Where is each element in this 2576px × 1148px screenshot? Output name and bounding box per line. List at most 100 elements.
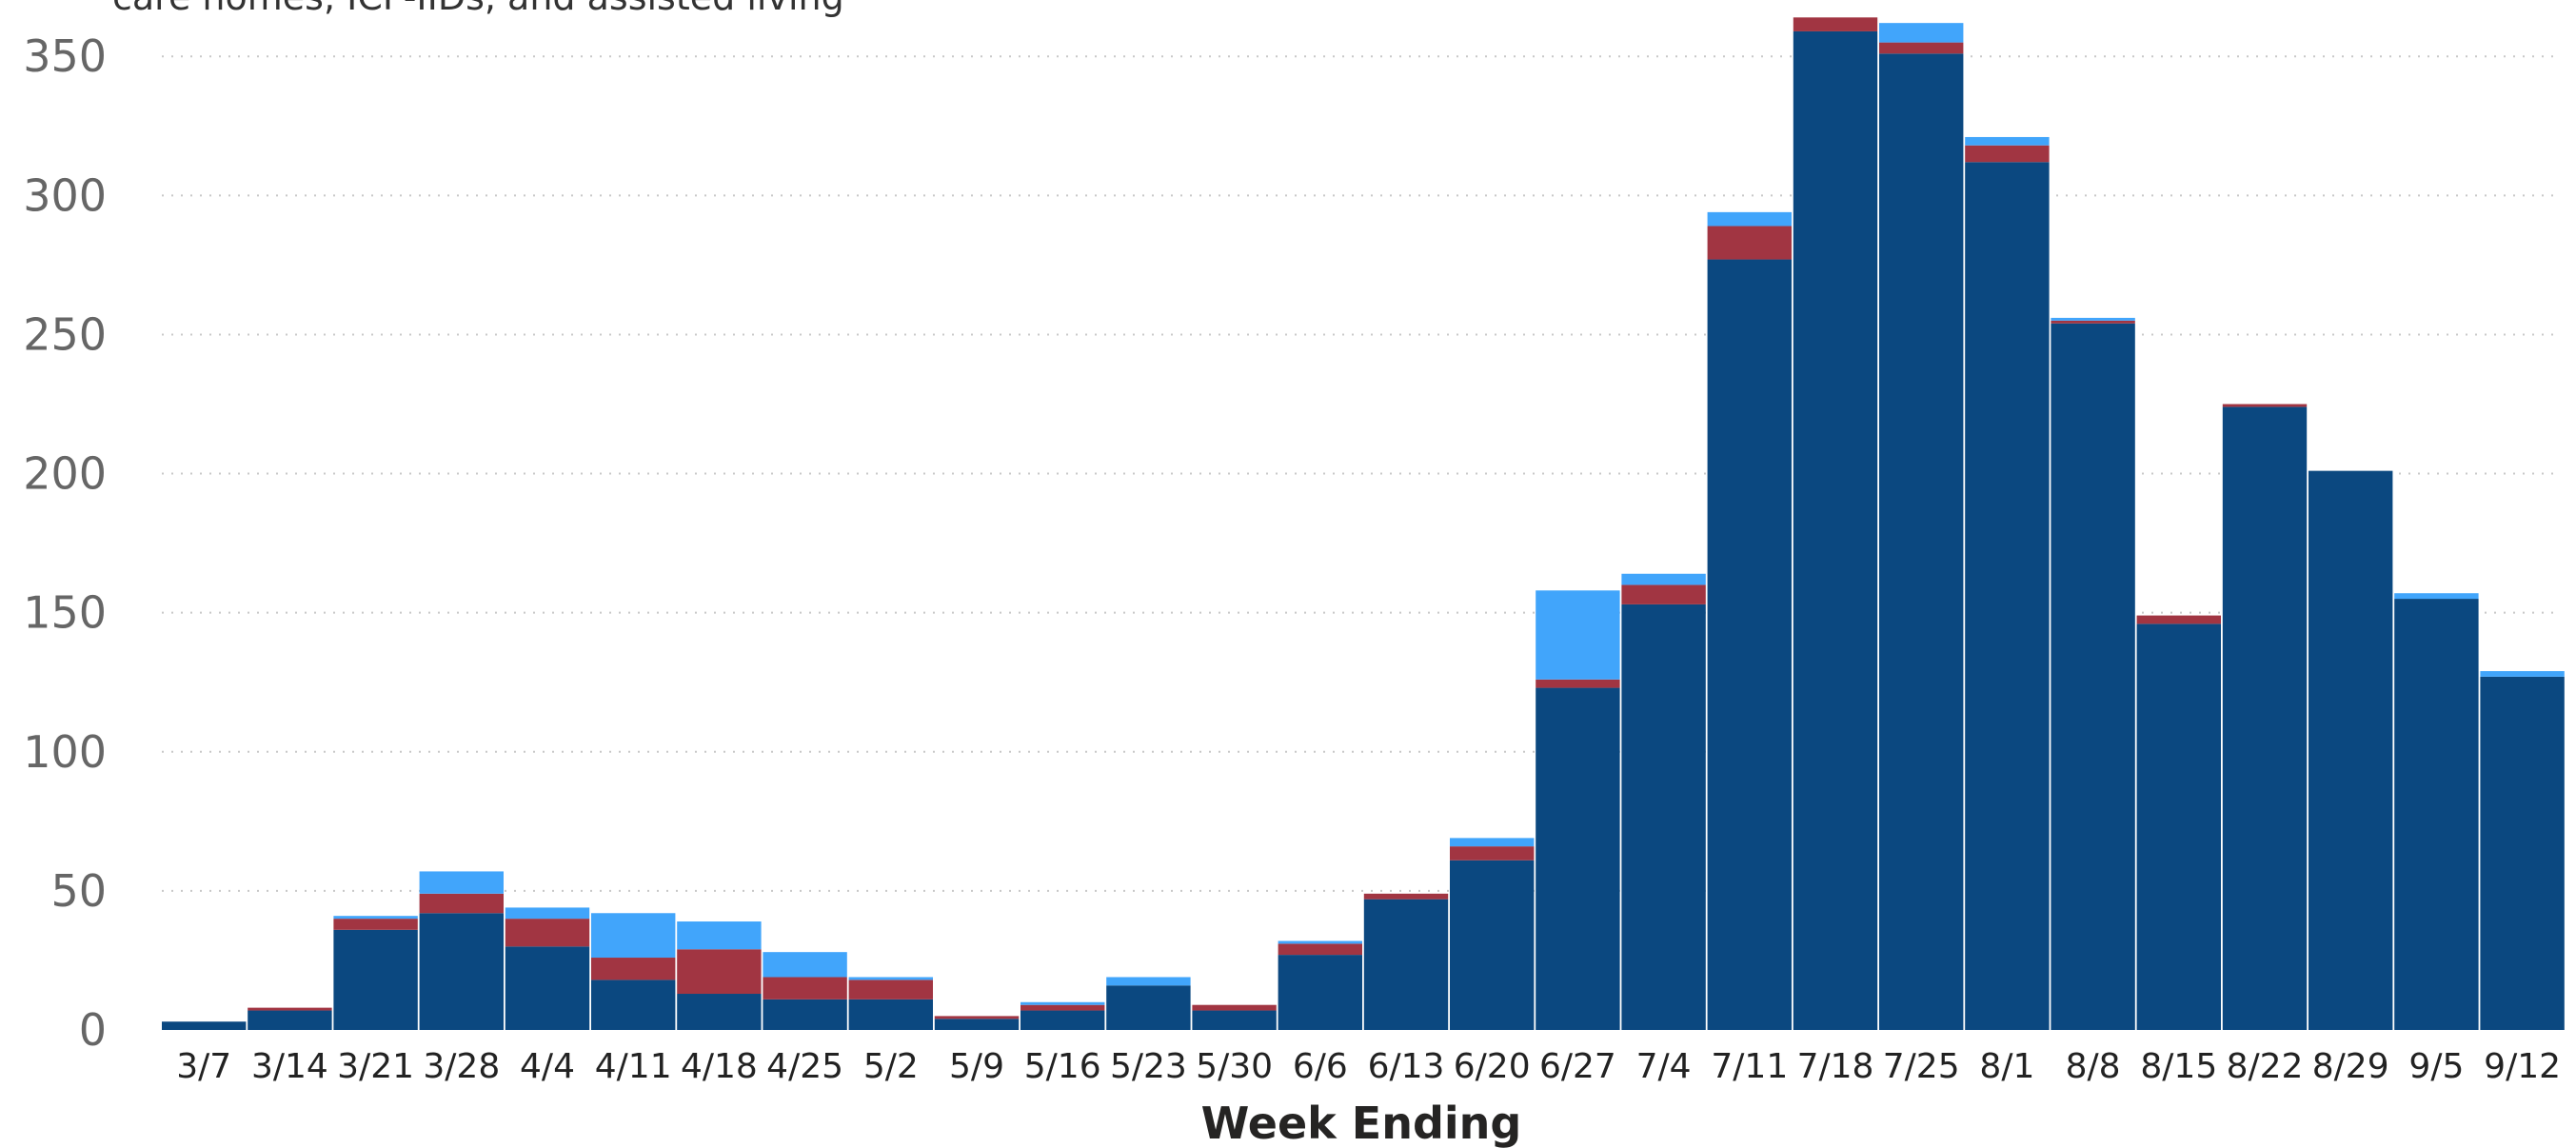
bar-segment-7-4-s2 xyxy=(1621,573,1706,585)
bar-segment-4-11-s0 xyxy=(591,980,676,1030)
bar-segment-8-29-s0 xyxy=(2308,470,2393,1031)
bar-segment-7-11-s2 xyxy=(1707,211,1792,227)
bar-segment-8-1-s2 xyxy=(1965,136,2050,146)
bar-segment-4-18-s2 xyxy=(677,921,762,950)
bar-segment-6-27-s2 xyxy=(1536,590,1620,680)
bar-segment-7-11-s0 xyxy=(1707,259,1792,1030)
bar-segment-6-6-s1 xyxy=(1278,943,1362,956)
bar-segment-7-11-s1 xyxy=(1707,226,1792,260)
bar-segment-7-25-s2 xyxy=(1879,23,1964,43)
bar-segment-6-13-s0 xyxy=(1363,899,1449,1030)
y-tick-label: 350 xyxy=(23,30,107,82)
x-tick-label: 8/22 xyxy=(2227,1047,2304,1086)
x-tick-label: 6/20 xyxy=(1454,1047,1531,1086)
y-tick-label: 50 xyxy=(50,865,107,917)
bar-segment-5-9-s0 xyxy=(934,1019,1020,1030)
bar-segment-7-4-s0 xyxy=(1621,604,1706,1030)
bar-segment-5-2-s1 xyxy=(848,980,933,1000)
bar-segment-7-4-s1 xyxy=(1621,584,1706,604)
bar-segment-4-4-s1 xyxy=(505,919,590,947)
x-tick-label: 8/8 xyxy=(2066,1047,2121,1086)
bar-segment-8-15-s0 xyxy=(2136,623,2221,1030)
bar-segment-4-11-s2 xyxy=(591,913,676,959)
bar-segment-3-21-s0 xyxy=(333,929,418,1030)
bar-segment-8-1-s1 xyxy=(1965,145,2050,163)
bar-segment-5-30-s0 xyxy=(1192,1010,1277,1030)
bar-segment-9-5-s0 xyxy=(2394,599,2479,1030)
bar-segment-6-27-s1 xyxy=(1536,679,1620,688)
bar-segment-5-2-s0 xyxy=(848,999,933,1030)
bar-segment-9-12-s2 xyxy=(2480,671,2565,677)
bar-segment-8-1-s0 xyxy=(1965,162,2050,1030)
bar-segment-7-25-s1 xyxy=(1879,42,1964,54)
x-tick-label: 6/13 xyxy=(1368,1047,1445,1086)
bar-segment-5-16-s2 xyxy=(1020,1001,1105,1005)
bar-segment-8-15-s1 xyxy=(2136,615,2221,624)
bar-segment-3-14-s1 xyxy=(248,1007,332,1011)
x-axis-label: Week Ending xyxy=(1201,1098,1522,1148)
chart-subtitle: care homes, ICF-IIDs, and assisted livin… xyxy=(112,0,844,18)
bar-segment-4-11-s1 xyxy=(591,958,676,980)
gridlines xyxy=(162,55,2561,892)
bar-segment-6-20-s0 xyxy=(1450,860,1535,1030)
bars xyxy=(162,17,2565,1031)
x-tick-label: 8/29 xyxy=(2312,1047,2389,1086)
bar-segment-5-30-s1 xyxy=(1192,1004,1277,1011)
x-tick-label: 7/25 xyxy=(1883,1047,1960,1086)
bar-segment-8-22-s1 xyxy=(2222,404,2308,407)
bar-segment-7-18-s1 xyxy=(1793,17,1878,31)
x-tick-label: 3/14 xyxy=(251,1047,328,1086)
bar-segment-4-25-s1 xyxy=(763,977,847,1000)
bar-segment-4-18-s0 xyxy=(677,994,762,1030)
bar-segment-8-8-s1 xyxy=(2051,320,2135,324)
bar-segment-5-23-s2 xyxy=(1106,977,1191,986)
bar-segment-7-25-s0 xyxy=(1879,53,1964,1030)
bar-segment-3-28-s1 xyxy=(419,893,504,914)
x-tick-label: 5/9 xyxy=(949,1047,1004,1086)
x-tick-label: 5/16 xyxy=(1024,1047,1101,1086)
y-tick-label: 150 xyxy=(23,587,107,639)
x-tick-label: 5/30 xyxy=(1196,1047,1273,1086)
x-tick-label: 7/11 xyxy=(1711,1047,1788,1086)
x-tick-label: 9/12 xyxy=(2484,1047,2561,1086)
bar-segment-5-9-s1 xyxy=(934,1016,1020,1019)
bar-segment-5-23-s0 xyxy=(1106,985,1191,1030)
bar-segment-3-7-s0 xyxy=(162,1021,247,1030)
x-tick-label: 5/23 xyxy=(1110,1047,1187,1086)
x-tick-label: 4/11 xyxy=(595,1047,672,1086)
bar-segment-7-18-s0 xyxy=(1793,30,1878,1030)
y-axis-ticks: 0 50 100 150 200 250 300 350 xyxy=(23,30,107,1056)
x-tick-label: 5/2 xyxy=(863,1047,919,1086)
x-tick-label: 6/27 xyxy=(1539,1047,1616,1086)
y-tick-label: 250 xyxy=(23,308,107,360)
bar-segment-6-20-s1 xyxy=(1450,846,1535,861)
bar-segment-8-8-s0 xyxy=(2051,323,2135,1030)
x-tick-label: 4/4 xyxy=(520,1047,575,1086)
bar-segment-3-21-s2 xyxy=(333,916,418,920)
y-tick-label: 100 xyxy=(23,726,107,778)
x-tick-label: 8/15 xyxy=(2140,1047,2217,1086)
bar-segment-4-25-s2 xyxy=(763,952,847,978)
bar-segment-6-20-s2 xyxy=(1450,838,1535,847)
bar-segment-6-27-s0 xyxy=(1536,687,1620,1030)
x-tick-label: 4/25 xyxy=(766,1047,843,1086)
bar-segment-3-14-s0 xyxy=(248,1010,332,1030)
bar-segment-9-5-s2 xyxy=(2394,593,2479,600)
bar-segment-6-6-s2 xyxy=(1278,940,1362,944)
bar-segment-9-12-s0 xyxy=(2480,676,2565,1030)
bar-segment-4-25-s0 xyxy=(763,999,847,1030)
bar-segment-4-4-s0 xyxy=(505,946,590,1030)
bar-segment-6-13-s1 xyxy=(1363,893,1449,900)
bar-segment-5-16-s0 xyxy=(1020,1010,1105,1030)
bar-segment-3-28-s2 xyxy=(419,871,504,894)
bar-segment-5-2-s2 xyxy=(848,977,933,980)
bar-segment-6-6-s0 xyxy=(1278,955,1362,1030)
x-tick-label: 3/21 xyxy=(337,1047,414,1086)
bar-segment-8-22-s0 xyxy=(2222,406,2308,1030)
x-tick-label: 9/5 xyxy=(2408,1047,2464,1086)
x-tick-label: 4/18 xyxy=(681,1047,758,1086)
y-tick-label: 300 xyxy=(23,169,107,221)
x-tick-label: 8/1 xyxy=(1979,1047,2034,1086)
